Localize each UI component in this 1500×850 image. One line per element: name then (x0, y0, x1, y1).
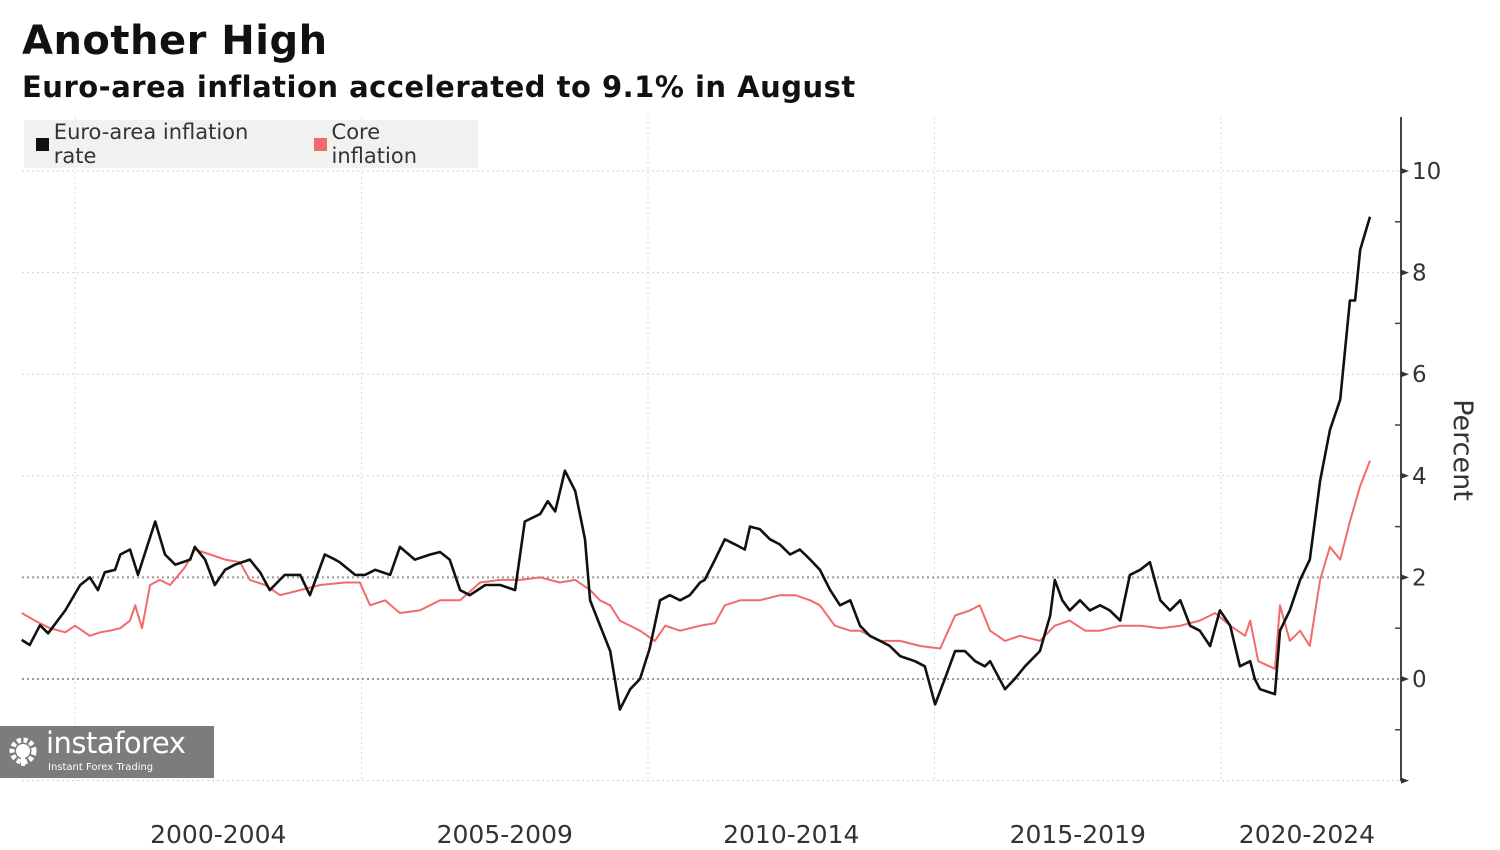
y-tick-label: 0 (1412, 667, 1427, 693)
y-tick-label: 8 (1412, 261, 1427, 287)
x-tick-label: 2005-2009 (437, 820, 573, 849)
legend-item-inflation: Euro-area inflation rate (36, 120, 294, 168)
chart-title: Another High (22, 18, 328, 64)
legend-item-core: Core inflation (313, 120, 470, 168)
y-tick-label: 6 (1412, 362, 1427, 388)
gear-logo-icon (9, 737, 37, 766)
y-tick-label: 10 (1412, 159, 1441, 185)
x-tick-label: 2020-2024 (1239, 820, 1375, 849)
legend-label-core: Core inflation (331, 120, 417, 168)
y-major-tick (1401, 777, 1409, 784)
y-major-tick (1401, 676, 1409, 682)
legend: Euro-area inflation rate Core inflation (24, 120, 478, 168)
series-line-core (21, 460, 1371, 670)
y-major-tick (1401, 168, 1409, 174)
y-tick-label: 2 (1412, 565, 1427, 591)
instaforex-watermark: instaforex Instant Forex Trading (0, 726, 214, 778)
y-major-tick (1401, 472, 1409, 479)
legend-swatch-inflation (36, 137, 49, 151)
x-tick-label: 2015-2019 (1010, 820, 1146, 849)
y-major-tick (1401, 371, 1409, 378)
y-tick-label: 4 (1412, 464, 1427, 490)
y-major-tick (1401, 269, 1409, 276)
x-tick-label: 2000-2004 (150, 820, 286, 849)
watermark-tagline: Instant Forex Trading (48, 762, 154, 773)
y-axis-label: Percent (1447, 399, 1478, 501)
x-tick-label: 2010-2014 (723, 820, 859, 849)
legend-label-inflation: Euro-area inflation rate (53, 120, 249, 168)
chart-subtitle: Euro-area inflation accelerated to 9.1% … (22, 70, 856, 104)
watermark-name: instaforex (46, 726, 186, 760)
series-line-inflation (21, 216, 1372, 711)
legend-swatch-core (313, 137, 327, 151)
y-major-tick (1401, 574, 1409, 581)
